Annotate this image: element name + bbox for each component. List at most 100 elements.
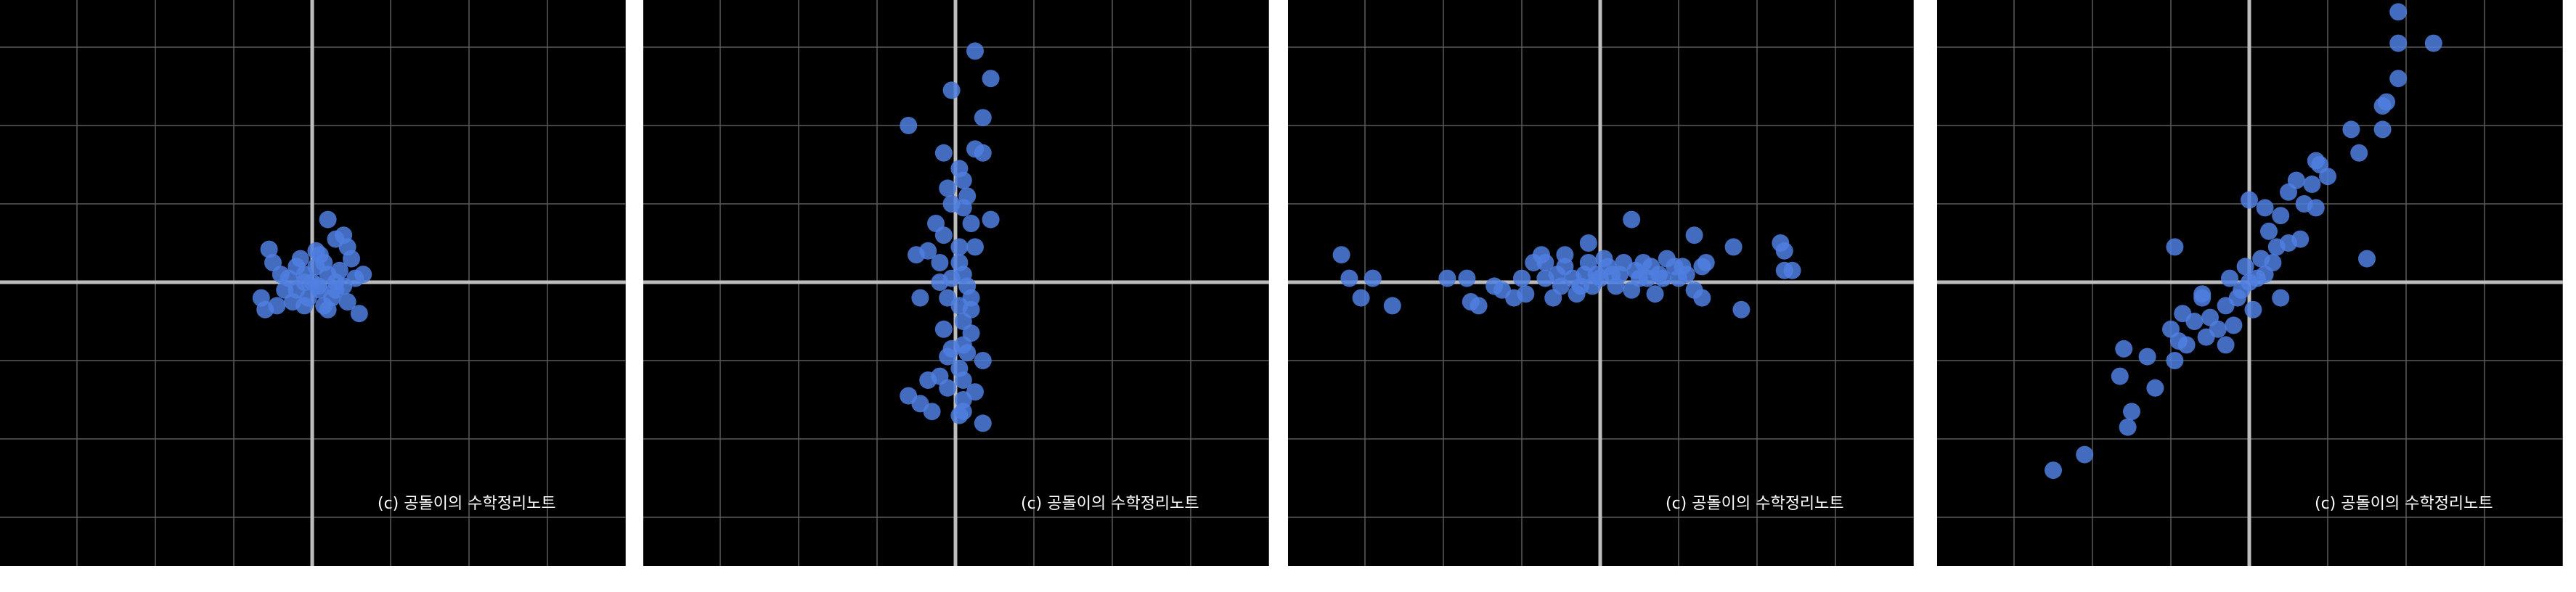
data-point [934,144,953,162]
data-point [934,320,953,338]
data-point [954,403,972,421]
data-point [974,414,992,432]
data-point [2193,285,2212,303]
data-point [2045,461,2062,480]
data-point [2307,199,2325,217]
data-point [934,226,953,244]
data-point [2221,269,2238,287]
data-point [974,109,992,127]
data-point [1654,269,1672,287]
data-point [958,344,977,362]
data-point [2373,97,2392,115]
data-point [2264,254,2282,271]
data-point [962,215,980,232]
data-point [954,371,972,389]
data-point [1685,226,1703,244]
data-point [338,238,356,256]
data-point [2350,144,2368,162]
data-point [1352,289,1370,307]
data-point [276,281,294,299]
data-point [2256,199,2274,217]
data-point [919,242,937,260]
data-point [1438,269,1456,287]
data-point [1556,246,1574,264]
data-point [2389,34,2408,52]
data-point [1383,297,1401,315]
data-point [295,274,314,291]
data-point [939,379,957,397]
data-point [1517,285,1535,303]
data-point [2389,3,2408,21]
data-point [2119,418,2137,436]
data-point [1364,269,1382,287]
data-point [1732,300,1750,318]
data-point [931,274,949,291]
data-point [1572,277,1589,295]
data-point [2115,340,2133,358]
data-point [974,352,992,369]
data-point [2244,300,2262,318]
data-point [1536,254,1554,271]
data-point [2236,258,2254,276]
data-point [1677,266,1695,284]
data-point [288,258,306,276]
data-point [2358,250,2376,268]
data-point [1458,269,1476,287]
data-point [2303,176,2321,193]
data-point [1470,297,1488,315]
data-point [954,199,972,217]
scatter-plot-3 [1288,0,1914,566]
data-point [2260,222,2278,240]
data-point [1603,266,1621,284]
data-point [1783,261,1801,279]
data-point [309,277,327,295]
data-point [264,254,282,271]
data-point [1775,242,1793,260]
data-point [939,179,957,197]
data-point [252,289,270,307]
data-point [900,117,918,134]
data-point [1646,285,1664,303]
watermark: (c) 공돌이의 수학정리노트 [1021,495,1199,513]
data-point [2272,289,2290,307]
data-point [2166,238,2184,256]
data-point [2342,120,2360,139]
data-point [315,297,333,315]
data-point [260,240,278,258]
data-point [962,300,980,318]
data-point [1513,269,1530,287]
data-point [939,348,957,366]
data-point [1693,289,1711,307]
data-point [319,210,337,229]
data-point [2291,230,2310,248]
data-point [911,289,929,307]
data-point [330,261,349,279]
data-point [1724,238,1743,256]
data-point [350,305,368,323]
data-point [950,238,969,256]
data-point [338,293,356,311]
data-point [2307,152,2325,170]
data-point [2225,316,2243,334]
data-point [2174,305,2192,323]
data-point [2389,70,2408,88]
data-point [931,254,949,271]
watermark: (c) 공돌이의 수학정리노트 [378,495,556,513]
data-point [919,371,937,389]
data-point [974,144,992,162]
data-point [346,269,364,287]
data-point [982,70,1000,88]
data-point [2123,403,2140,421]
data-point [1332,246,1350,264]
data-point [1623,210,1641,229]
scatter-panel-3: (c) 공돌이의 수학정리노트 [1288,0,1914,566]
scatter-panel-4: (c) 공돌이의 수학정리노트 [1937,0,2563,566]
data-point [2319,168,2336,186]
data-point [942,81,961,99]
data-point [1579,234,1597,252]
watermark: (c) 공돌이의 수학정리노트 [1666,495,1844,513]
data-point [2241,191,2258,209]
scatter-plot-2 [643,0,1269,566]
data-point [295,297,314,315]
data-point [2217,336,2235,354]
